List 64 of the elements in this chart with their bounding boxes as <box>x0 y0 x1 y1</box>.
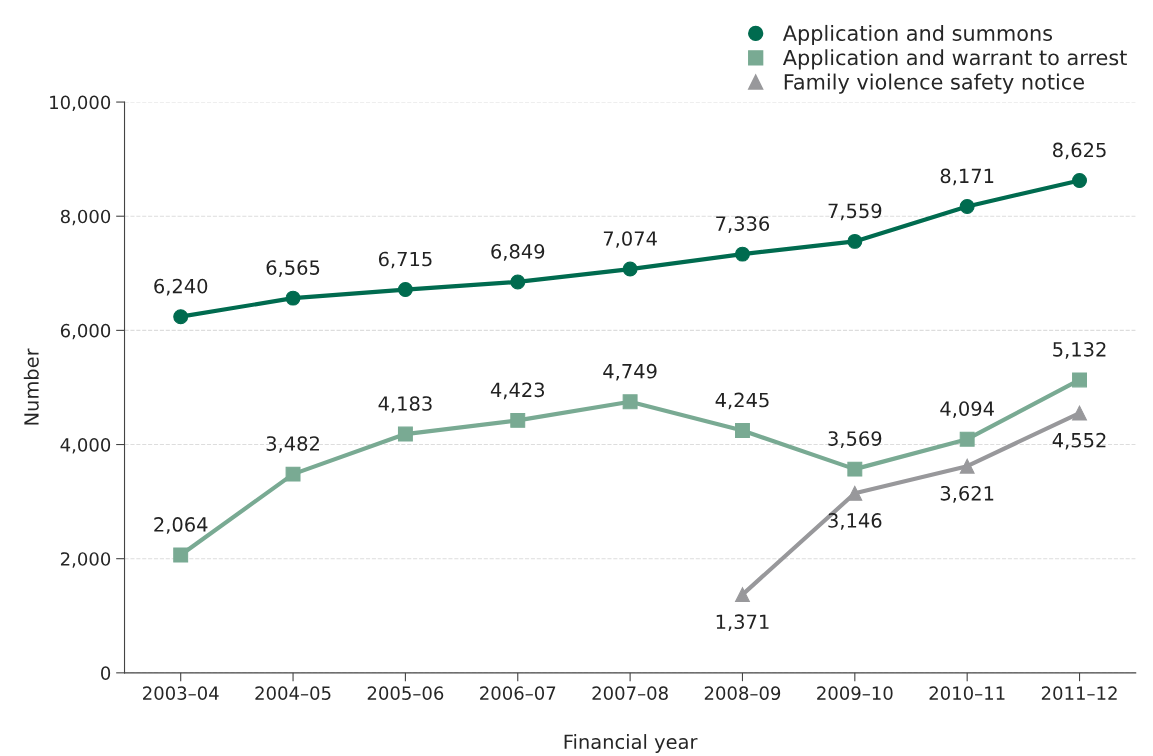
data-label: 8,171 <box>940 168 994 186</box>
data-label: 6,849 <box>491 243 545 261</box>
x-tick-label: 2005–06 <box>367 686 444 701</box>
point <box>847 233 863 249</box>
legend-label: Application and summons <box>782 24 1053 46</box>
data-label: 5,132 <box>1053 342 1106 359</box>
data-label: 6,240 <box>154 278 208 296</box>
y-tick-label: 6,000 <box>60 323 111 340</box>
point <box>285 466 301 482</box>
data-label: 4,423 <box>490 382 545 400</box>
point <box>1072 405 1087 421</box>
x-tick-label: 2007–08 <box>592 686 668 701</box>
data-label: 3,621 <box>940 485 994 503</box>
y-tick-label: 2,000 <box>60 552 111 568</box>
y-tick-label: 4,000 <box>60 437 111 454</box>
point <box>173 309 189 325</box>
x-tick-label: 2006–07 <box>480 686 556 701</box>
data-label: 8,625 <box>1053 142 1106 160</box>
data-label: 1,371 <box>716 614 769 632</box>
y-tick-label: 8,000 <box>60 209 111 226</box>
y-tick-label: 10,000 <box>50 95 111 112</box>
data-label: 3,146 <box>828 513 882 530</box>
data-label: 6,715 <box>378 251 432 269</box>
x-tick-label: 2003–04 <box>143 686 219 701</box>
point <box>1072 372 1087 388</box>
y-axis-title: Number <box>23 348 39 425</box>
data-label: 2,064 <box>154 517 208 534</box>
legend-label: Family violence safety notice <box>784 73 1084 94</box>
point <box>622 261 638 277</box>
point <box>1072 173 1087 189</box>
point <box>735 587 750 603</box>
data-label: 4,552 <box>1052 432 1106 450</box>
point <box>959 431 975 447</box>
x-tick-label: 2010–11 <box>929 686 1005 701</box>
x-tick-label: 2004–05 <box>255 686 331 701</box>
x-axis-title: Financial year <box>564 734 698 753</box>
data-label: 3,482 <box>266 436 319 453</box>
point <box>510 412 526 428</box>
point <box>735 246 750 262</box>
data-label: 4,183 <box>378 396 432 413</box>
data-label: 4,094 <box>940 401 994 418</box>
x-tick-label: 2011–12 <box>1041 686 1117 701</box>
point <box>959 198 975 214</box>
x-tick-label: 2009–10 <box>817 686 893 701</box>
point <box>735 423 750 439</box>
point <box>847 485 863 501</box>
x-tick-label: 2008–09 <box>704 686 781 701</box>
point <box>959 458 975 474</box>
point <box>510 274 526 290</box>
y-tick-label: 0 <box>101 666 111 680</box>
data-label: 4,245 <box>715 392 769 410</box>
data-label: 7,074 <box>603 231 657 248</box>
data-label: 3,569 <box>828 431 882 448</box>
data-label: 7,336 <box>716 216 770 233</box>
legend-label: Application and warrant to arrest <box>782 49 1127 70</box>
data-label: 7,559 <box>828 203 882 221</box>
data-label: 4,749 <box>603 363 657 381</box>
point <box>397 282 413 298</box>
data-label: 6,565 <box>266 260 320 277</box>
point <box>397 426 413 442</box>
point <box>173 547 189 563</box>
point <box>622 394 638 410</box>
point <box>285 290 301 306</box>
point <box>847 461 863 477</box>
